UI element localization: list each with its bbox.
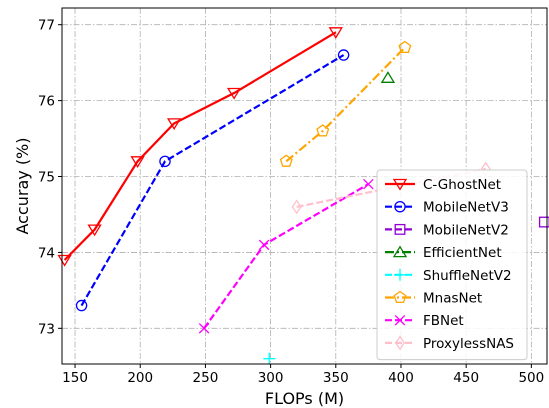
y-tick-label: 75 [38,170,55,186]
x-tick-label: 350 [323,370,349,386]
legend-entry: FBNet [385,313,464,329]
data-point [130,156,145,168]
data-point [392,178,408,191]
data-point [394,223,406,235]
series-line [285,46,406,163]
legend-entry: MnasNet [385,291,482,307]
data-point [363,178,374,190]
data-point [394,268,406,281]
data-point [263,352,276,365]
series-mobilenetv2 [538,216,549,228]
series-mobilenetv3 [75,49,350,312]
data-point [291,199,302,215]
legend-entry: ProxylessNAS [385,335,514,352]
data-point [87,224,102,237]
series-c-ghostnet [57,27,343,267]
series-line [63,31,337,261]
series-shufflenetv2 [263,352,276,365]
data-point [394,200,406,213]
legend-entry: ShuffleNetV2 [385,268,512,284]
data-point [538,216,549,228]
data-point [394,314,406,326]
plot-frame [61,7,548,365]
y-tick-label: 73 [38,321,55,337]
series-fbnet [198,178,374,334]
data-point [393,290,407,304]
data-point [279,154,293,167]
x-tick-label: 150 [62,370,88,386]
data-point [398,40,412,53]
legend-box [376,169,528,361]
data-point [198,323,210,334]
data-point [328,27,343,39]
legend-label: ShuffleNetV2 [423,268,512,284]
legend-label: C-GhostNet [423,177,501,193]
x-tick-label: 400 [388,370,414,386]
data-point [159,155,171,168]
x-tick-label: 250 [193,370,219,386]
data-point [258,239,270,251]
data-point [337,49,350,61]
legend-label: MobileNetV2 [423,222,509,238]
legend-entry: MobileNetV2 [385,222,509,238]
x-tick-label: 200 [127,370,153,386]
legend-label: MnasNet [423,291,482,307]
series-mnasnet [279,40,412,167]
x-tick-label: 500 [518,370,544,386]
data-point [226,87,242,100]
data-point [395,335,405,351]
legend-label: FBNet [423,313,464,329]
legend-entry: EfficientNet [385,245,502,261]
legend-label: MobileNetV3 [423,200,509,216]
data-point [392,245,408,258]
series-efficientnet [380,71,396,83]
y-axis-label: Accuray (%) [13,137,32,234]
y-tick-label: 74 [38,245,55,261]
legend-label: ProxylessNAS [423,336,514,352]
data-point [316,124,330,137]
legend: C-GhostNet MobileNetV3 MobileNetV2 Efficien… [376,169,528,361]
series-line [203,183,369,329]
data-point [166,118,182,131]
data-point [380,71,396,83]
y-tick-label: 76 [38,94,55,110]
series-line [80,54,345,307]
data-point [75,299,88,312]
axis-ticks: 150 200 250 300 350 400 450 500 73 74 75 76 77 [38,18,544,386]
series-layer [57,27,549,365]
x-tick-label: 450 [453,370,479,386]
x-tick-label: 300 [258,370,284,386]
x-axis-label: FLOPs (M) [265,389,344,408]
legend-label: EfficientNet [423,245,502,261]
legend-entry: MobileNetV3 [385,200,509,216]
legend-entry: C-GhostNet [385,177,501,193]
y-tick-label: 77 [38,18,55,34]
